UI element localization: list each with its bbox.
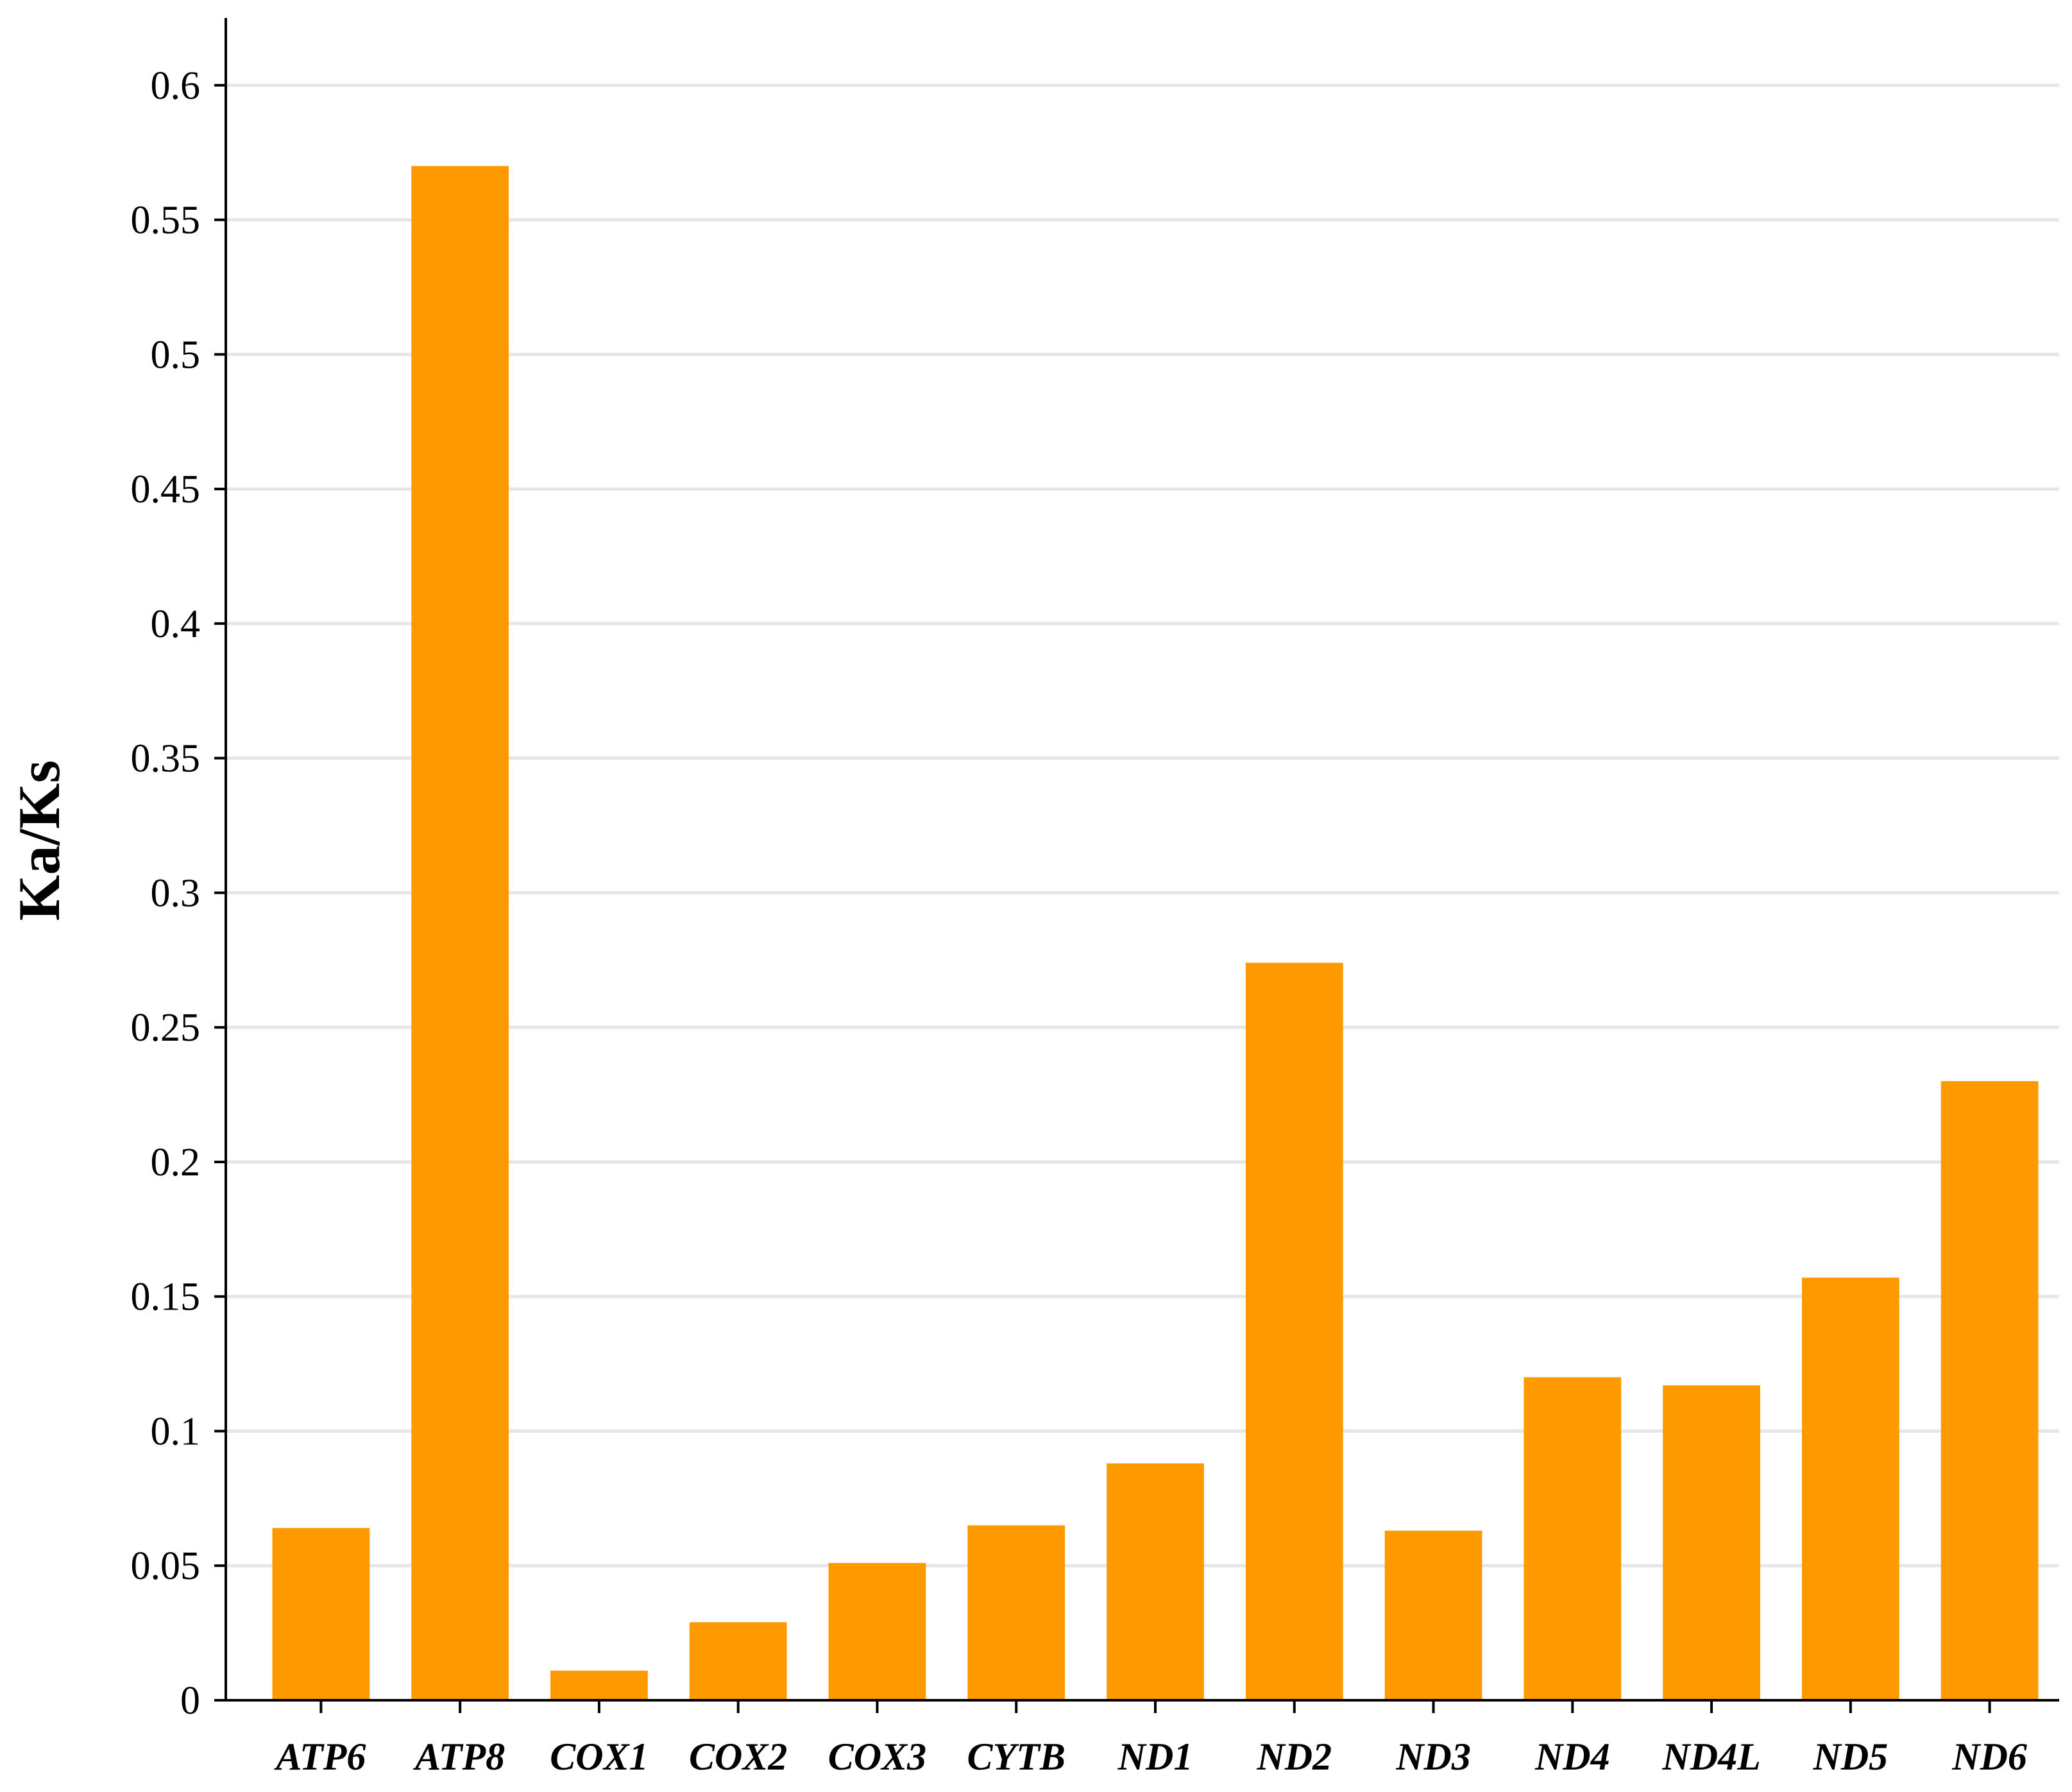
x-tick-label-nd3: ND3 [1395,1736,1471,1778]
y-tick-label: 0.35 [131,737,201,781]
x-tick-label-nd6: ND6 [1951,1736,2027,1778]
bars [272,166,2039,1700]
y-tick-label: 0 [180,1679,200,1723]
x-tick-label-nd1: ND1 [1117,1736,1193,1778]
x-tick-label-nd2: ND2 [1256,1736,1332,1778]
x-tick-label-cox2: COX2 [689,1736,787,1778]
x-tick-label-nd5: ND5 [1813,1736,1889,1778]
bar-nd4l [1663,1385,1760,1700]
bar-cox3 [828,1563,926,1700]
x-tick-label-atp8: ATP8 [412,1736,505,1778]
y-tick-label: 0.05 [131,1544,201,1588]
bar-cytb [967,1525,1066,1700]
y-tick-label: 0.45 [131,468,201,511]
x-tick-label-cytb: CYTB [967,1736,1066,1778]
x-tick-label-nd4: ND4 [1534,1736,1610,1778]
bar-atp8 [411,166,509,1700]
y-tick-label: 0.15 [131,1276,201,1319]
x-tick-label-cox3: COX3 [828,1736,926,1778]
y-axis-title: Ka/Ks [6,760,72,921]
y-tick-label: 0.3 [151,871,201,915]
bar-nd2 [1245,962,1343,1700]
y-tick-label: 0.4 [151,602,201,646]
bar-cox2 [689,1622,787,1700]
x-tick-label-nd4l: ND4L [1661,1736,1760,1778]
y-tick-label: 0.55 [131,199,201,243]
y-tick-label: 0.1 [151,1410,201,1453]
bar-nd3 [1384,1530,1482,1700]
x-tick-label-cox1: COX1 [550,1736,648,1778]
bar-nd1 [1107,1463,1204,1700]
axes [225,18,2059,1702]
y-tick-label: 0.2 [151,1141,201,1184]
gridlines [226,83,2059,1567]
y-ticks: 0 0.05 0.1 0.15 0.2 0.25 0.3 0.35 0.4 0.45 0.5 0.55… [131,64,226,1723]
y-tick-label: 0.25 [131,1006,201,1050]
bar-nd4 [1524,1377,1622,1700]
bar-cox1 [550,1670,648,1700]
bar-nd5 [1801,1277,1899,1700]
y-tick-label: 0.5 [151,333,201,377]
x-tick-label-atp6: ATP6 [273,1736,366,1778]
bar-atp6 [272,1528,370,1700]
x-ticks: ATP6 ATP8 COX1 COX2 COX3 CYTB ND1 ND2 ND3 ND4 ND4L… [273,1700,2027,1778]
y-tick-label: 0.6 [151,64,201,108]
bar-nd6 [1940,1081,2039,1700]
